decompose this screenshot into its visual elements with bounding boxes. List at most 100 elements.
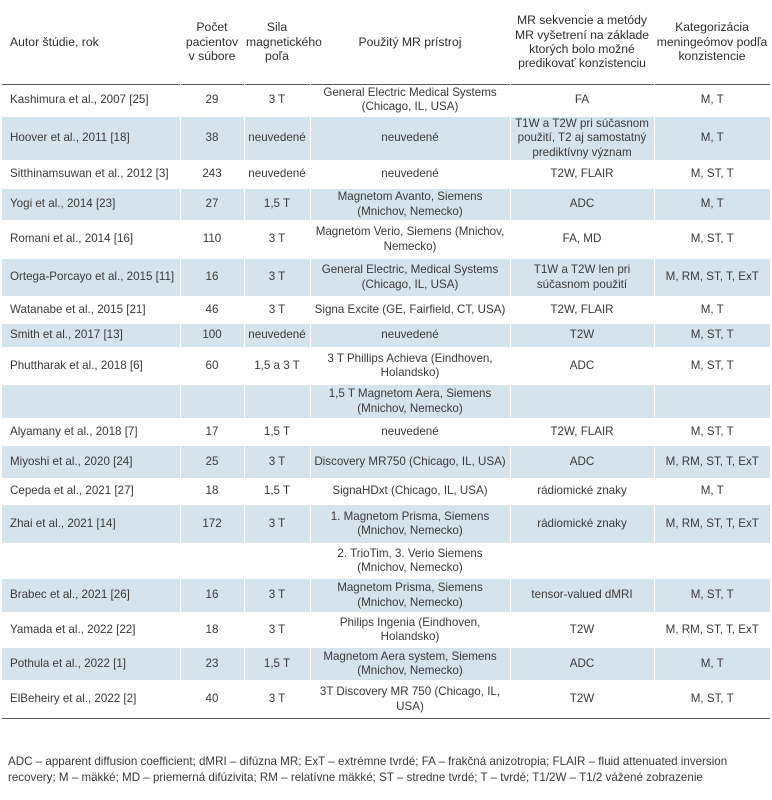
cell-sequences: ADC (509, 445, 654, 479)
table-row: 1,5 T Magnetom Aera, Siemens (Mnichov, N… (2, 384, 770, 419)
cell-field-strength: neuvedené (243, 323, 310, 348)
cell-device: 3 T Phillips Achieva (Eindhoven, Holands… (309, 347, 510, 385)
table-row: Yogi et al., 2014 [23] 27 1,5 T Magnetom Av… (2, 188, 770, 221)
cell-patients: 172 (179, 504, 244, 544)
cell-patients: 110 (179, 220, 244, 259)
table-row: Pothula et al., 2022 [1] 23 1,5 T Magnetom … (2, 647, 770, 681)
cell-field-strength: 1,5 T (243, 188, 310, 221)
cell-patients: 18 (179, 612, 244, 648)
header-field-strength: Sila magnetického poľa (246, 20, 322, 63)
cell-author: Zhai et al., 2021 [14] (2, 504, 180, 544)
cell-sequences: T2W (509, 612, 654, 648)
table-row: Cepeda et al., 2021 [27] 18 1,5 T SignaHDxt… (2, 478, 770, 505)
table-row: Kashimura et al., 2007 [25] 29 3 T General … (2, 84, 770, 117)
cell-categorization: M, RM, ST, T, ExT (653, 504, 770, 544)
cell-patients: 243 (179, 160, 244, 189)
cell-sequences: rádiomické znaky (509, 504, 654, 544)
cell-categorization: M, ST, T (653, 160, 770, 189)
cell-field-strength: 3 T (243, 220, 310, 259)
cell-patients: 46 (179, 296, 244, 324)
cell-sequences: ADC (509, 347, 654, 385)
cell-device: SignaHDxt (Chicago, IL, USA) (309, 478, 510, 505)
cell-categorization: M, T (653, 296, 770, 324)
cell-field-strength: neuvedené (243, 116, 310, 161)
cell-categorization: M, RM, ST, T, ExT (653, 612, 770, 648)
cell-field-strength: 3 T (243, 296, 310, 324)
cell-categorization: M, T (653, 116, 770, 161)
cell-author: Sitthinamsuwan et al., 2012 [3] (2, 160, 180, 189)
cell-device: Signa Excite (GE, Fairfield, CT, USA) (309, 296, 510, 324)
cell-field-strength: 3 T (243, 612, 310, 648)
table-row: Sitthinamsuwan et al., 2012 [3] 243 neuved… (2, 160, 770, 189)
cell-categorization: M, T (653, 647, 770, 681)
cell-patients: 27 (179, 188, 244, 221)
cell-patients: 38 (179, 116, 244, 161)
cell-field-strength: 3 T (243, 680, 310, 719)
cell-author: Brabec et al., 2021 [26] (2, 578, 180, 613)
cell-patients: 40 (179, 680, 244, 719)
cell-patients: 29 (179, 84, 244, 117)
cell-sequences: T2W, FLAIR (509, 296, 654, 324)
cell-author: ElBeheiry et al., 2022 [2] (2, 680, 180, 719)
cell-author: Cepeda et al., 2021 [27] (2, 478, 180, 505)
cell-field-strength: neuvedené (243, 160, 310, 189)
cell-categorization (653, 384, 770, 419)
cell-field-strength: 3 T (243, 258, 310, 297)
header-sequences: MR sekvencie a metódy MR vyšetrení na zá… (514, 13, 650, 70)
cell-device: Discovery MR750 (Chicago, IL, USA) (309, 445, 510, 479)
cell-categorization: M, RM, ST, T, ExT (653, 258, 770, 297)
cell-categorization: M, ST, T (653, 418, 770, 446)
cell-field-strength: 1,5 a 3 T (243, 347, 310, 385)
cell-device: 2. TrioTim, 3. Verio Siemens (Mnichov, N… (309, 543, 510, 579)
cell-field-strength: 1,5 T (243, 478, 310, 505)
cell-patients: 17 (179, 418, 244, 446)
header-patients: Počet pacientov v súbore (185, 20, 239, 63)
cell-device: neuvedené (309, 418, 510, 446)
cell-field-strength: 1,5 T (243, 418, 310, 446)
cell-field-strength: 3 T (243, 504, 310, 544)
cell-device: Magnetom Aera system, Siemens (Mnichov, … (309, 647, 510, 681)
table-row: Miyoshi et al., 2020 [24] 25 3 T Discovery … (2, 445, 770, 479)
cell-patients: 23 (179, 647, 244, 681)
cell-categorization: M, ST, T (653, 578, 770, 613)
table-row: Hoover et al., 2011 [18] 38 neuvedené neuve… (2, 116, 770, 161)
cell-categorization: M, RM, ST, T, ExT (653, 445, 770, 479)
cell-device: neuvedené (309, 160, 510, 189)
cell-author: Ortega-Porcayo et al., 2015 [11] (2, 258, 180, 297)
cell-sequences: ADC (509, 647, 654, 681)
cell-patients: 16 (179, 258, 244, 297)
cell-device: General Electric Medical Systems (Chicag… (309, 84, 510, 117)
table-row: Zhai et al., 2021 [14] 172 3 T 1. Magnetom … (2, 504, 770, 544)
cell-patients: 18 (179, 478, 244, 505)
cell-categorization: M, T (653, 478, 770, 505)
table-row: 2. TrioTim, 3. Verio Siemens (Mnichov, N… (2, 543, 770, 579)
cell-device: neuvedené (309, 116, 510, 161)
cell-sequences: T2W (509, 323, 654, 348)
cell-author: Pothula et al., 2022 [1] (2, 647, 180, 681)
cell-author (2, 384, 180, 419)
table-row: Ortega-Porcayo et al., 2015 [11] 16 3 T Gen… (2, 258, 770, 297)
cell-sequences: FA, MD (509, 220, 654, 259)
cell-sequences (509, 384, 654, 419)
cell-author: Alyamany et al., 2018 [7] (2, 418, 180, 446)
cell-patients: 16 (179, 578, 244, 613)
cell-field-strength (243, 543, 310, 579)
cell-categorization: M, ST, T (653, 680, 770, 719)
table-header: Autor štúdie, rok Počet pacientov v súbo… (2, 0, 770, 84)
header-author: Autor štúdie, rok (10, 34, 99, 49)
cell-categorization: M, T (653, 84, 770, 117)
cell-author: Watanabe et al., 2015 [21] (2, 296, 180, 324)
cell-sequences: T2W, FLAIR (509, 418, 654, 446)
cell-author (2, 543, 180, 579)
table-row: Romani et al., 2014 [16] 110 3 T Magnetom V… (2, 220, 770, 259)
cell-patients (179, 543, 244, 579)
cell-field-strength: 3 T (243, 578, 310, 613)
cell-author: Smith et al., 2017 [13] (2, 323, 180, 348)
table-row: Brabec et al., 2021 [26] 16 3 T Magnetom Pr… (2, 578, 770, 613)
cell-device: Magnetom Avanto, Siemens (Mnichov, Nemec… (309, 188, 510, 221)
cell-patients: 100 (179, 323, 244, 348)
table-row: Yamada et al., 2022 [22] 18 3 T Philips Ing… (2, 612, 770, 648)
